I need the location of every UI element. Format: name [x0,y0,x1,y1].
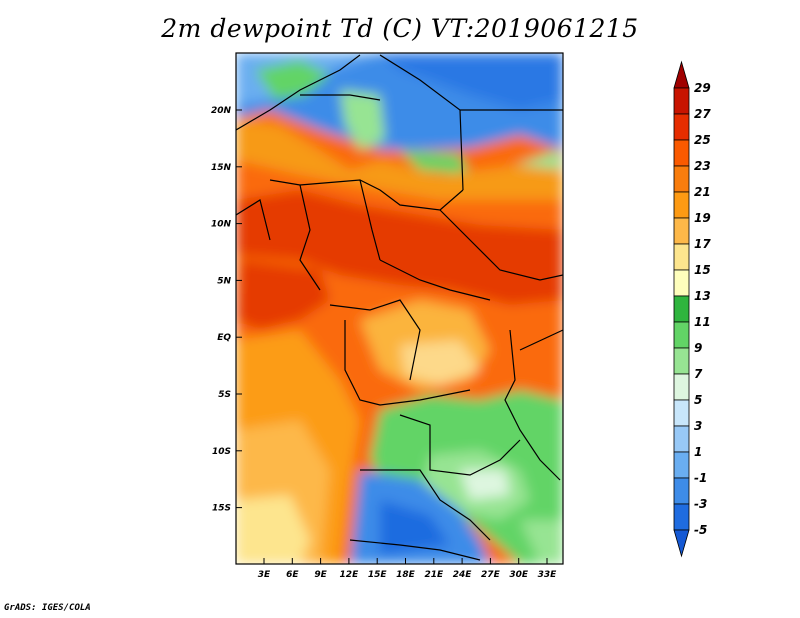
lon-tick-label: 24E [453,570,473,580]
colorbar-swatch [673,425,690,453]
colorbar-swatch [673,529,690,558]
colorbar-label: 15 [694,263,711,277]
lat-tick-label: EQ [217,333,231,343]
colorbar-swatch [673,373,690,401]
colorbar-label: 19 [694,211,711,225]
colorbar-label: 11 [694,315,711,329]
lon-tick-label: 6E [286,570,299,580]
colorbar-swatch [673,347,690,375]
lon-tick-label: 33E [538,570,558,580]
lat-tick-label: 10S [212,447,231,457]
colorbar-swatch [673,243,690,271]
colorbar-label: -3 [694,497,707,511]
colorbar-label: 3 [694,419,702,433]
grads-credit: GrADS: IGES/COLA [4,603,91,613]
lon-tick-label: 15E [368,570,388,580]
colorbar-swatch [673,113,690,141]
latitude-axis: 20N 15N 10N 5N EQ 5S 10S 15S [211,106,242,514]
lon-tick-label: 30E [509,570,529,580]
colorbar-label: 13 [694,289,711,303]
colorbar-label: 29 [694,81,711,95]
lat-tick-label: 5N [217,276,231,286]
colorbar-label: 23 [694,159,711,173]
lon-tick-label: 12E [340,570,360,580]
lat-tick-label: 5S [218,390,231,400]
lon-tick-label: 3E [258,570,271,580]
colorbar-label: 5 [694,393,702,407]
lat-tick-label: 20N [211,106,232,116]
colorbar-swatch [673,165,690,193]
colorbar-label: 17 [694,237,711,251]
lon-tick-label: 18E [396,570,416,580]
dewpoint-field [236,53,563,564]
colorbar-swatch [673,191,690,219]
colorbar-label: 27 [694,107,711,121]
lon-tick-label: 21E [424,570,444,580]
lon-tick-label: 9E [314,570,327,580]
colorbar-label: 7 [694,367,703,381]
longitude-axis: 3E 6E 9E 12E 15E 18E 21E 24E 27E 30E 33E [258,558,557,580]
colorbar-swatch [673,269,690,297]
colorbar: 29 27 25 23 21 19 17 15 13 11 9 7 5 3 1 -1 -3 -5 [673,60,711,558]
colorbar-swatch [673,321,690,349]
colorbar-swatch [673,477,690,505]
colorbar-label: -1 [694,471,707,485]
lon-tick-label: 27E [481,570,501,580]
colorbar-swatch [673,87,690,115]
colorbar-label: 9 [694,341,702,355]
colorbar-swatch [673,217,690,245]
colorbar-swatch [673,60,690,89]
lat-tick-label: 10N [211,220,232,230]
colorbar-swatch [673,139,690,167]
colorbar-label: 21 [694,185,711,199]
lat-tick-label: 15S [212,504,231,514]
colorbar-swatch [673,503,690,531]
colorbar-label: -5 [694,523,707,537]
map-title: 2m dewpoint Td (C) VT:2019061215 [161,14,639,43]
colorbar-swatch [673,451,690,479]
colorbar-swatch [673,399,690,427]
map-frame [235,52,564,565]
colorbar-swatch [673,295,690,323]
lat-tick-label: 15N [211,163,232,173]
colorbar-label: 25 [694,133,711,147]
colorbar-label: 1 [694,445,702,459]
